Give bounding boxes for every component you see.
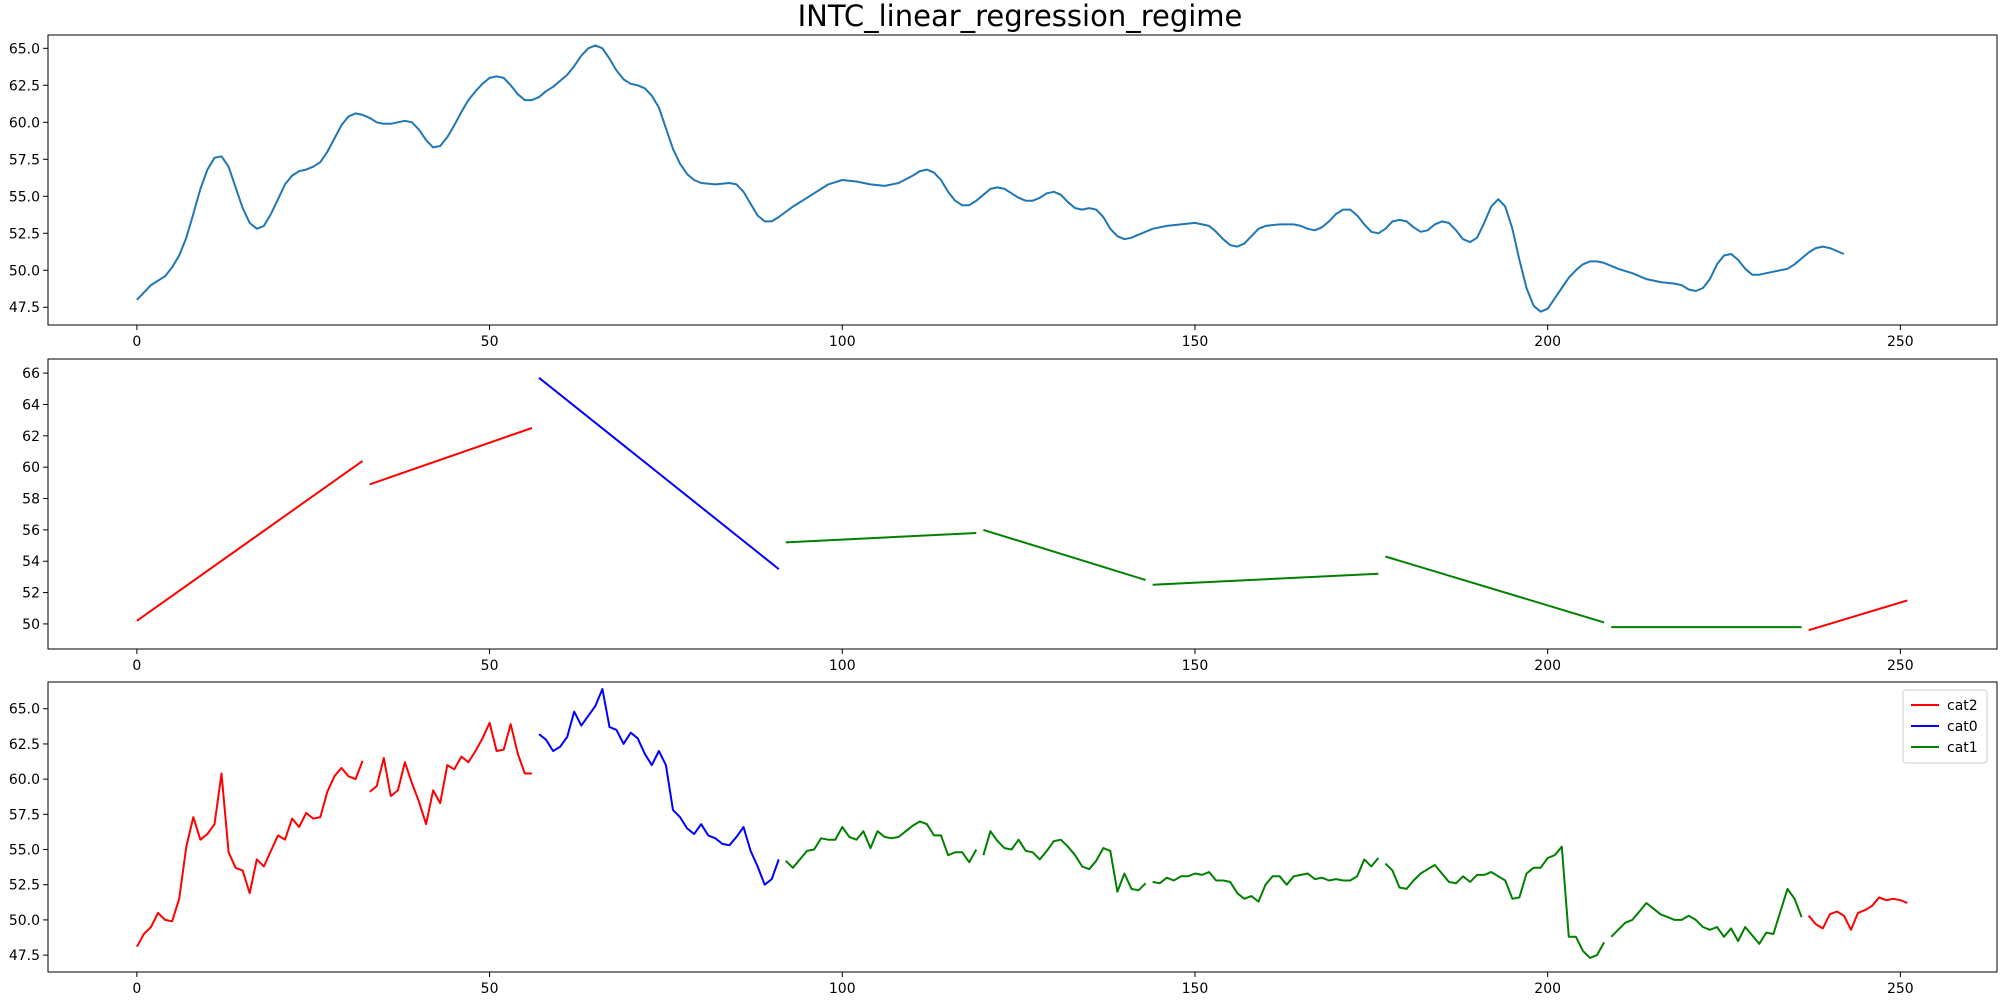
x-tick-label: 200 [1534,658,1561,674]
chart-panel-price: 0 50 100 150 200 250 47.5 50.0 52.5 55.0 57.5 60.0 6… [9,34,1998,350]
series-line-2-0 [136,760,364,948]
y-tick-label: 62.5 [9,737,40,753]
y-tick-label: 64 [22,397,40,413]
x-tick-label: 200 [1534,981,1561,997]
x-tick-label: 150 [1182,334,1209,350]
x-tick-label: 0 [132,658,141,674]
y-tick-label: 56 [22,523,40,539]
x-tick-label: 200 [1534,334,1561,350]
legend-label-cat0: cat0 [1947,719,1978,735]
y-tick-label: 62.5 [9,78,40,94]
axes-frame [47,358,1998,650]
series-line-1-3 [785,532,977,544]
x-tick-label: 50 [481,334,499,350]
y-tick-label: 52.5 [9,878,40,894]
series-line-2-7 [1610,887,1803,945]
series-line-1-8 [1808,599,1908,632]
y-tick-label: 60.0 [9,115,40,131]
legend-label-cat2: cat2 [1947,698,1978,714]
y-tick-label: 54 [22,554,40,570]
series-line-2-2 [538,688,780,886]
y-tick-label: 55.0 [9,843,40,859]
y-tick-label: 57.5 [9,807,40,823]
x-tick-label: 250 [1887,981,1914,997]
y-tick-label: 52.5 [9,226,40,242]
y-tick-label: 50.0 [9,913,40,929]
series-line-2-8 [1807,896,1908,931]
x-tick-label: 150 [1182,981,1209,997]
series-line-1-1 [369,427,533,486]
y-tick-label: 65.0 [9,41,40,57]
x-tick-label: 50 [481,981,499,997]
series-line-2-1 [369,721,532,826]
y-tick-label: 60 [22,460,40,476]
x-tick-label: 0 [132,334,141,350]
y-tick-label: 47.5 [9,300,40,316]
series-line-0-0 [136,44,1845,313]
y-tick-label: 57.5 [9,152,40,168]
x-tick-label: 0 [132,981,141,997]
axes-frame [47,681,1998,973]
y-tick-label: 47.5 [9,948,40,964]
chart-title: INTC_linear_regression_regime [798,0,1243,33]
legend-box [1902,689,1988,764]
y-tick-label: 50 [22,617,40,633]
legend-label-cat1: cat1 [1947,740,1978,756]
x-tick-label: 250 [1887,334,1914,350]
x-tick-label: 100 [829,981,856,997]
series-line-1-5 [1152,572,1379,586]
y-tick-label: 58 [22,492,40,508]
y-tick-label: 55.0 [9,189,40,205]
series-line-1-6 [1385,555,1605,624]
y-tick-label: 65.0 [9,702,40,718]
series-line-1-0 [136,460,364,622]
series-line-2-5 [1152,857,1380,903]
axes-frame [47,34,1998,326]
y-tick-label: 50.0 [9,263,40,279]
series-line-2-4 [982,830,1147,893]
y-tick-label: 62 [22,429,40,445]
series-line-1-4 [983,528,1146,581]
x-tick-label: 150 [1182,658,1209,674]
series-line-2-3 [785,820,978,869]
chart-panel-regression: 0 50 100 150 200 250 50 52 54 56 58 60 62 64 66 [22,358,1998,674]
series-line-1-2 [538,377,780,570]
chart-panel-regime: 0 50 100 150 200 250 47.5 50.0 52.5 55.0 57.5 60.0 6… [9,681,1998,997]
y-tick-label: 60.0 [9,772,40,788]
y-tick-label: 66 [22,366,40,382]
x-tick-label: 100 [829,658,856,674]
y-tick-label: 52 [22,586,40,602]
x-tick-label: 250 [1887,658,1914,674]
series-line-2-6 [1384,845,1605,959]
x-tick-label: 50 [481,658,499,674]
x-tick-label: 100 [829,334,856,350]
legend: cat2 cat0 cat1 [1902,689,1988,764]
